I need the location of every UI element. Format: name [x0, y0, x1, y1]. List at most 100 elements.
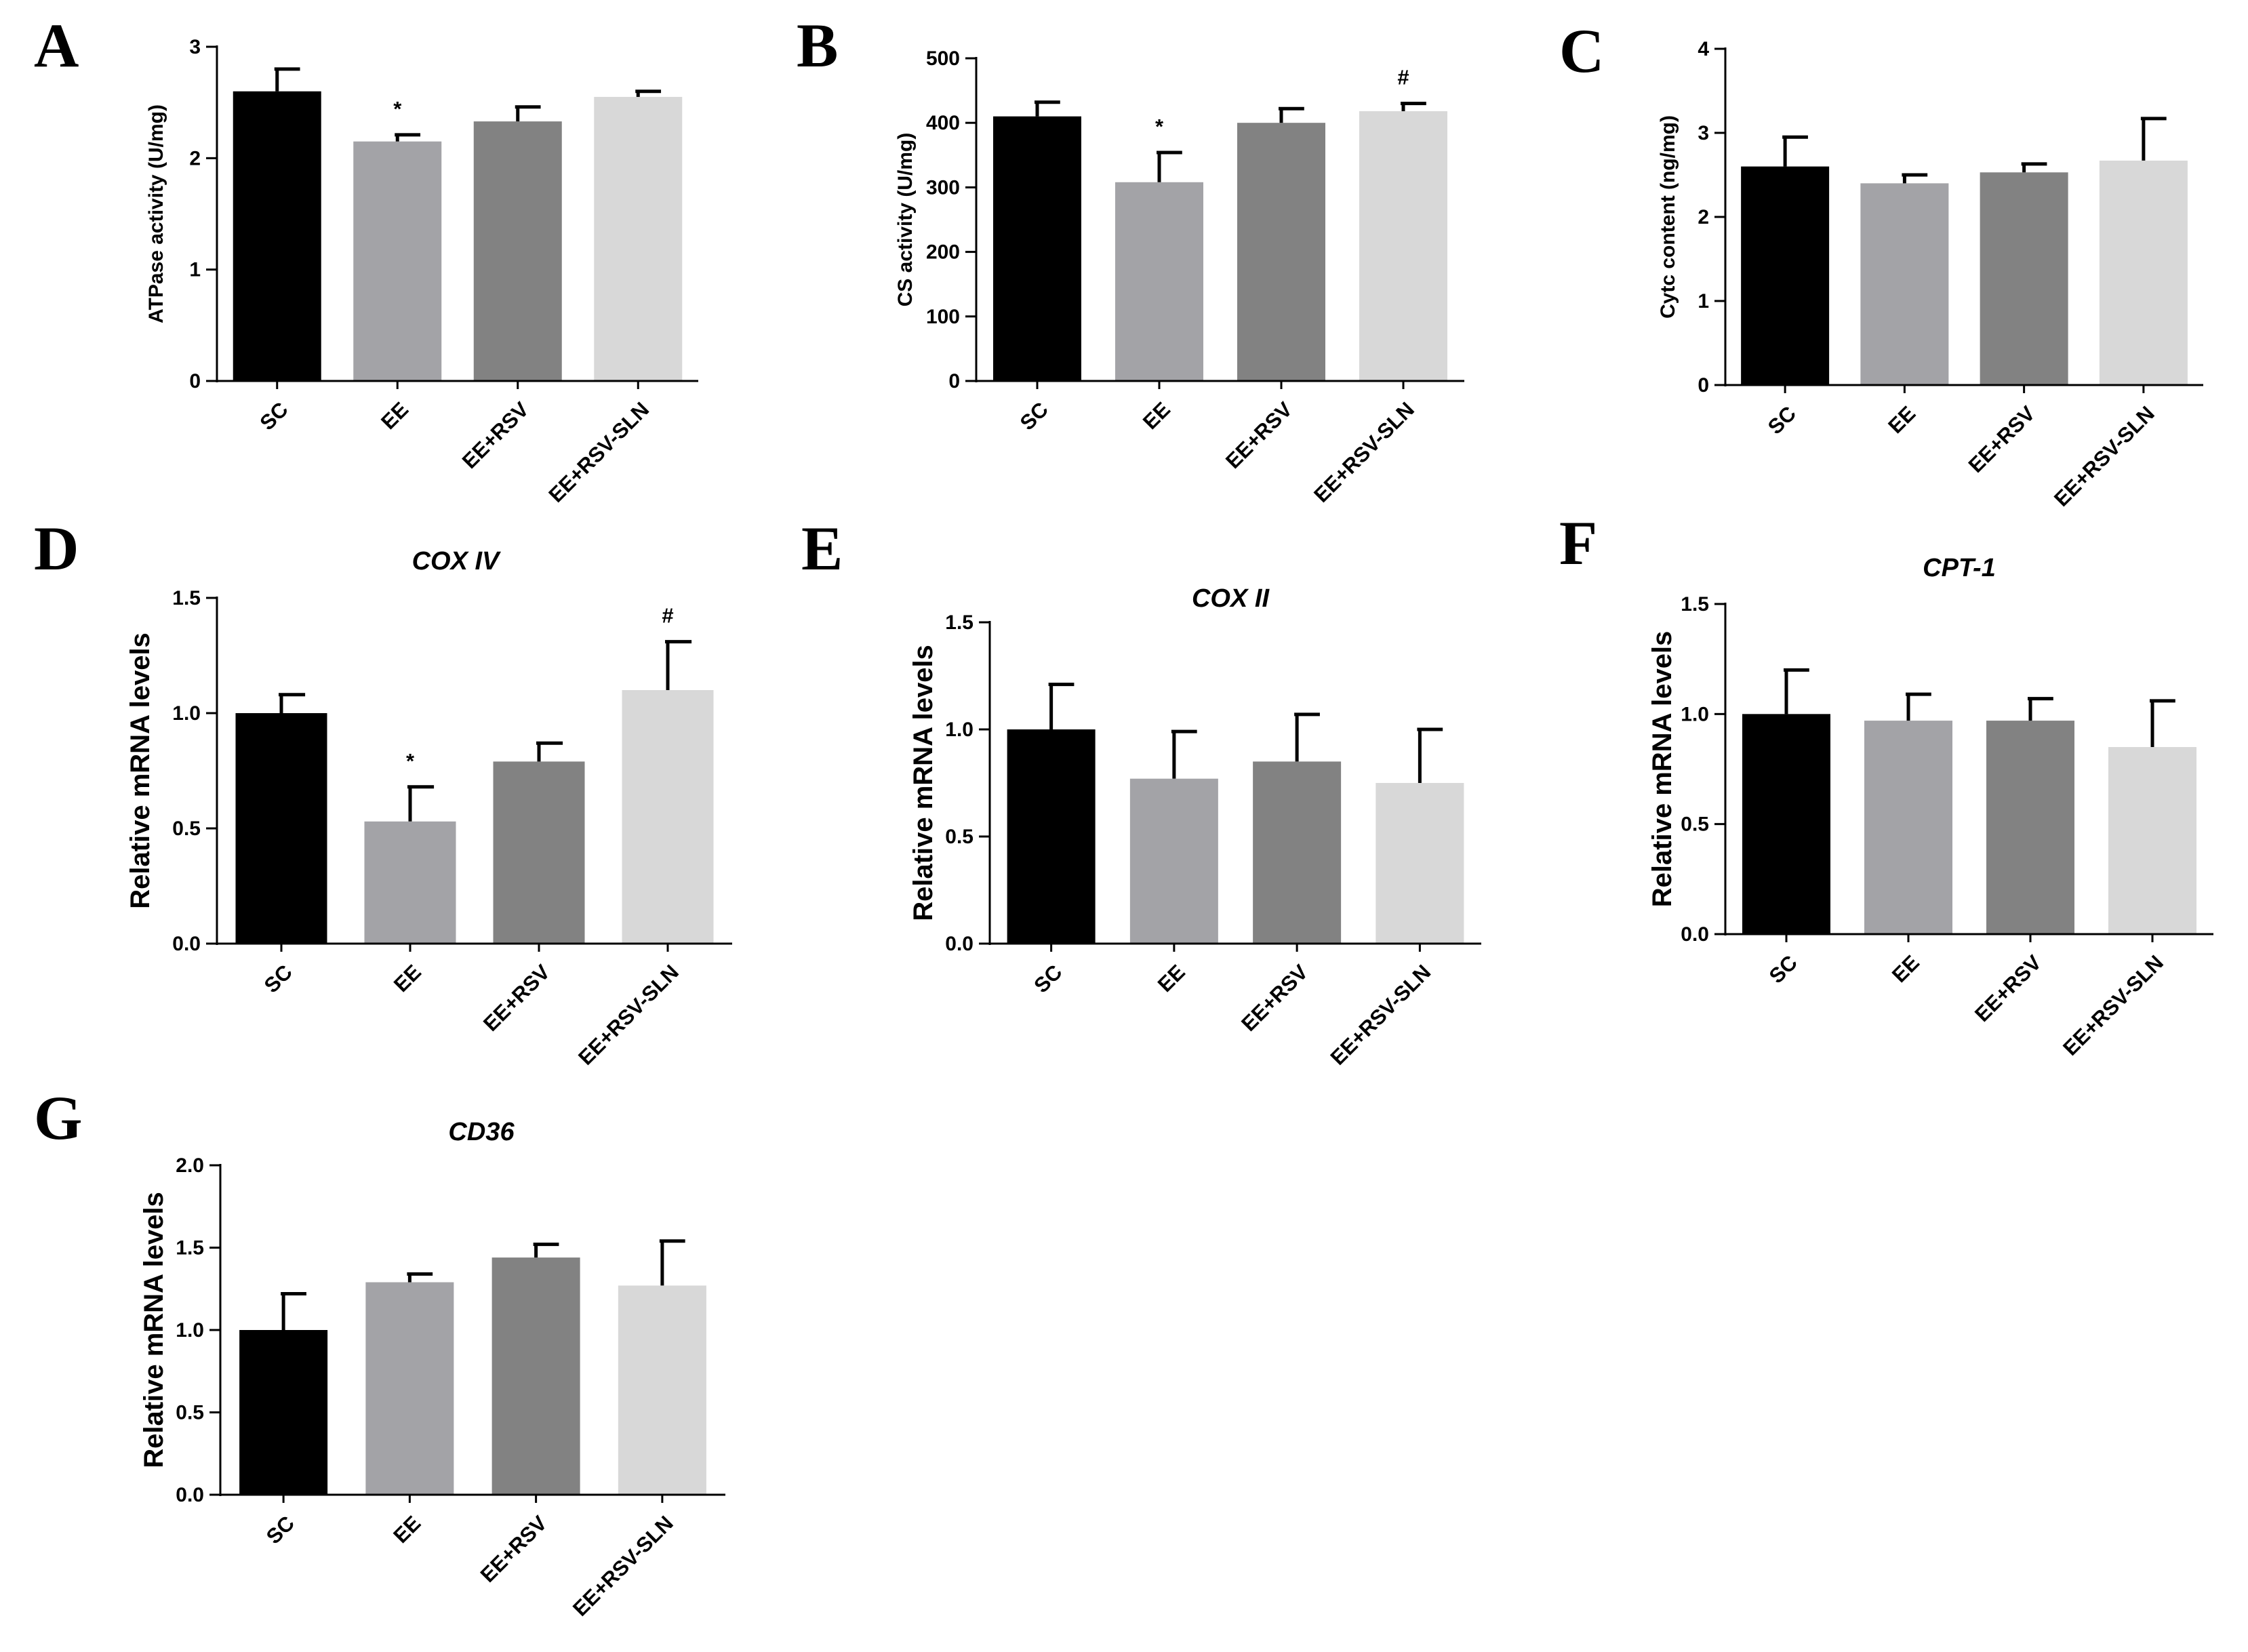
category-label: EE+RSV-SLN	[1326, 960, 1436, 1070]
significance-mark: *	[393, 97, 402, 121]
category-label: EE+RSV	[479, 960, 555, 1036]
bar-ee-rsv-sln	[1376, 783, 1464, 944]
y-tick-label: 0.0	[1681, 923, 1709, 946]
bar-sc	[1742, 714, 1830, 934]
panel-letter: A	[34, 11, 79, 80]
panel-letter: E	[801, 514, 843, 583]
category-label: EE	[376, 397, 413, 434]
category-label: SC	[1765, 950, 1802, 988]
y-tick-label: 0.0	[945, 933, 974, 955]
panel-c: C Cytc content (ng/mg) SC EE EE+RSV EE+RSV-SL…	[1559, 16, 2203, 511]
chart-title: CPT-1	[1923, 554, 1996, 582]
chart-title: COX II	[1192, 584, 1270, 613]
y-axis-label: ATPase activity (U/mg)	[145, 104, 167, 323]
y-tick-label: 4	[1698, 38, 1709, 60]
category-label: EE+RSV-SLN	[2058, 950, 2168, 1060]
category-label: EE	[1138, 397, 1175, 434]
y-tick-label: 0	[189, 370, 201, 392]
bar-ee	[353, 141, 442, 381]
category-label: EE	[1887, 950, 1924, 987]
y-tick-label: 0	[1698, 374, 1709, 397]
category-label: EE	[389, 960, 426, 996]
category-label: EE+RSV	[1970, 950, 2046, 1026]
significance-mark: #	[1397, 66, 1409, 89]
category-label: SC	[1763, 401, 1801, 439]
bar-ee-rsv	[493, 761, 585, 944]
y-tick-label: 0.0	[172, 933, 201, 955]
y-tick-label: 400	[926, 112, 960, 134]
y-tick-label: 3	[1698, 122, 1709, 144]
category-label: EE	[1153, 960, 1190, 996]
category-label: EE	[1883, 401, 1920, 438]
bar-ee	[1864, 721, 1952, 934]
category-label: EE+RSV-SLN	[2049, 401, 2159, 511]
panel-b: B CS activity (U/mg) SC * EE EE+RSV # EE+RSV-SL…	[797, 11, 1464, 507]
y-axis-label: Relative mRNA levels	[908, 645, 938, 921]
bar-ee-rsv-sln	[622, 690, 714, 944]
category-label: SC	[255, 397, 292, 435]
y-tick-label: 3	[189, 36, 201, 58]
category-label: EE+RSV	[1221, 397, 1297, 473]
y-tick-label: 1.0	[176, 1319, 204, 1342]
bar-sc	[1741, 166, 1830, 385]
significance-mark: #	[662, 604, 673, 628]
bar-ee-rsv-sln	[2108, 747, 2196, 934]
category-label: EE+RSV	[458, 397, 534, 473]
y-tick-label: 0.5	[1681, 813, 1709, 836]
y-tick-label: 1	[189, 259, 201, 281]
category-label: EE+RSV-SLN	[574, 960, 683, 1070]
y-tick-label: 0.0	[176, 1484, 204, 1506]
y-tick-label: 1.5	[176, 1237, 204, 1260]
category-label: SC	[1016, 397, 1053, 435]
category-label: EE+RSV	[1237, 960, 1312, 1036]
y-tick-label: 100	[926, 306, 960, 328]
chart-title: COX IV	[412, 547, 501, 576]
bar-ee	[1129, 778, 1218, 944]
category-label: EE+RSV	[1964, 401, 2040, 477]
category-label: EE+RSV-SLN	[1309, 397, 1419, 507]
y-tick-label: 0.5	[176, 1402, 204, 1424]
y-tick-label: 1.5	[172, 587, 201, 609]
bar-ee-rsv-sln	[2099, 160, 2188, 386]
y-tick-label: 1.0	[172, 702, 201, 725]
bar-ee-rsv-sln	[594, 96, 683, 381]
bar-ee-rsv	[491, 1257, 580, 1495]
bar-ee	[365, 1282, 454, 1495]
y-tick-label: 1.0	[1681, 703, 1709, 725]
bar-sc	[239, 1330, 328, 1495]
y-tick-label: 300	[926, 176, 960, 199]
y-tick-label: 1	[1698, 290, 1709, 313]
y-tick-label: 1.5	[1681, 593, 1709, 616]
bar-ee	[364, 821, 456, 944]
y-tick-label: 0.5	[172, 818, 201, 840]
bar-ee-rsv-sln	[1359, 111, 1447, 381]
y-axis-label: Relative mRNA levels	[125, 632, 155, 909]
significance-mark: *	[1155, 115, 1164, 138]
y-tick-label: 200	[926, 241, 960, 264]
bar-ee	[1115, 182, 1203, 381]
panel-letter: B	[797, 11, 838, 80]
y-axis-label: Relative mRNA levels	[1647, 631, 1677, 908]
y-tick-label: 2	[189, 147, 201, 169]
panel-letter: G	[34, 1083, 83, 1152]
category-label: EE+RSV	[476, 1511, 552, 1587]
y-tick-label: 0.5	[945, 826, 974, 848]
category-label: EE+RSV-SLN	[568, 1511, 678, 1621]
panel-d: D COX IV Relative mRNA levels SC * EE EE+RSV # E…	[34, 514, 732, 1070]
panel-letter: F	[1559, 508, 1597, 578]
y-axis-label: Relative mRNA levels	[139, 1192, 169, 1468]
category-label: SC	[260, 960, 297, 997]
panel-a: A ATPase activity (U/mg) SC * EE EE+RSV EE+RSV…	[34, 11, 698, 507]
y-tick-label: 1.5	[945, 611, 974, 634]
chart-title: CD36	[448, 1118, 515, 1146]
bar-sc	[233, 91, 321, 381]
y-tick-label: 1.0	[945, 719, 974, 741]
y-axis-label: CS activity (U/mg)	[894, 133, 917, 307]
bar-ee-rsv	[1253, 761, 1342, 944]
category-label: SC	[1029, 960, 1066, 997]
category-label: EE+RSV-SLN	[544, 397, 654, 507]
y-tick-label: 2	[1698, 206, 1709, 228]
panel-f: F CPT-1 Relative mRNA levels SC EE EE+RSV EE+R…	[1559, 508, 2213, 1060]
panel-letter: D	[34, 514, 79, 583]
panel-g: G CD36 Relative mRNA levels SC EE EE+RSV EE+RS…	[34, 1083, 725, 1621]
